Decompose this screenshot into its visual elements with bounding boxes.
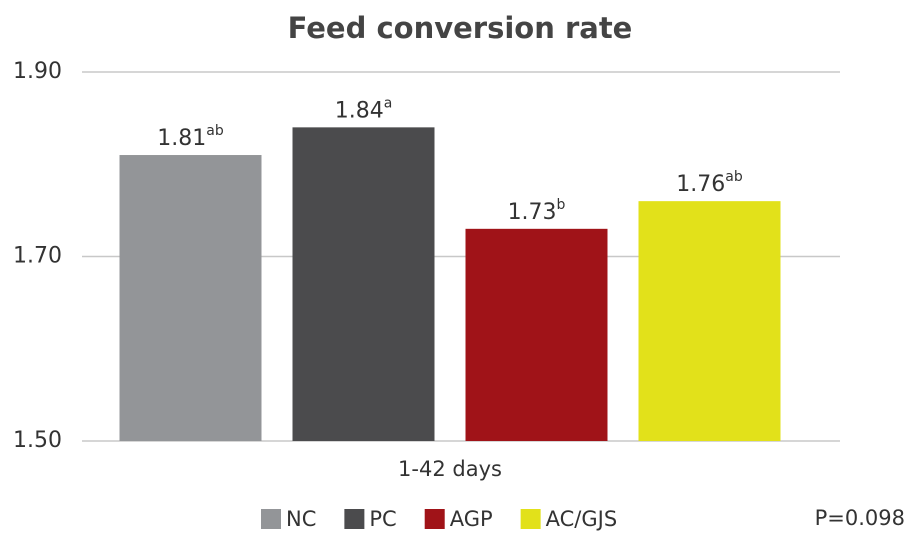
bar: [119, 155, 262, 441]
data-label-value: 1.76: [676, 172, 725, 197]
legend-swatch: [520, 509, 541, 529]
y-tick-label: 1.70: [13, 244, 62, 269]
bar: [465, 228, 608, 441]
data-label-value: 1.81: [157, 126, 206, 151]
annotation: P=0.098: [815, 506, 905, 530]
significance-letters: b: [557, 197, 566, 213]
chart-title: Feed conversion rate: [288, 11, 633, 45]
data-label: 1.73b: [508, 197, 566, 225]
legend-label: AGP: [450, 507, 493, 531]
y-tick-label: 1.50: [13, 428, 62, 453]
legend-label: NC: [286, 507, 316, 531]
bar: [638, 201, 781, 441]
significance-letters: ab: [206, 123, 224, 139]
legend-swatch: [344, 509, 365, 529]
data-label: 1.81ab: [157, 123, 224, 151]
data-label: 1.84a: [335, 95, 393, 123]
data-label: 1.76ab: [676, 169, 743, 197]
data-label-value: 1.84: [335, 98, 384, 123]
significance-letters: ab: [725, 169, 743, 185]
data-label-value: 1.73: [508, 200, 557, 225]
legend-label: PC: [369, 507, 396, 531]
y-tick-label: 1.90: [13, 59, 62, 84]
legend-label: AC/GJS: [546, 507, 618, 531]
bar: [292, 127, 435, 441]
significance-letters: a: [384, 95, 393, 111]
x-tick-label: 1-42 days: [398, 457, 502, 481]
legend-swatch: [424, 509, 445, 529]
legend-swatch: [261, 509, 281, 529]
